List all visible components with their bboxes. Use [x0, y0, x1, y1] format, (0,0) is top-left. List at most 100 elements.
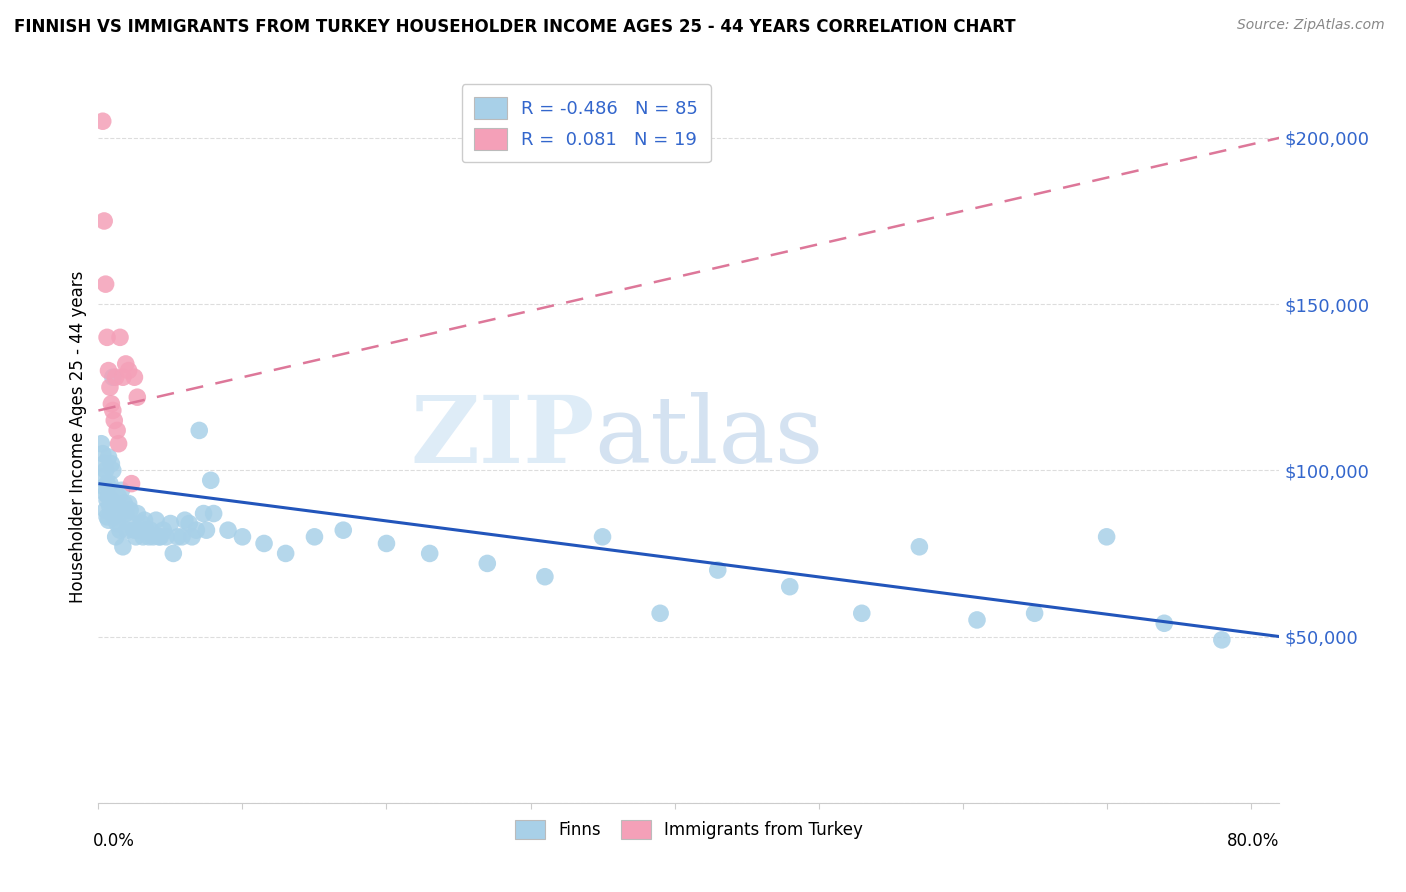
Point — [132, 530, 155, 544]
Point — [118, 363, 141, 377]
Point — [534, 570, 557, 584]
Point — [96, 509, 118, 524]
Point — [97, 450, 120, 464]
Point — [170, 530, 193, 544]
Point — [103, 413, 125, 427]
Point — [125, 530, 148, 544]
Text: atlas: atlas — [595, 392, 824, 482]
Point — [97, 363, 120, 377]
Point — [706, 563, 728, 577]
Text: 80.0%: 80.0% — [1227, 832, 1279, 850]
Point — [231, 530, 253, 544]
Point — [107, 490, 129, 504]
Point — [94, 463, 117, 477]
Point — [186, 523, 208, 537]
Point — [120, 503, 142, 517]
Point — [100, 493, 122, 508]
Text: 0.0%: 0.0% — [93, 832, 135, 850]
Point — [138, 530, 160, 544]
Point — [104, 370, 127, 384]
Point — [97, 513, 120, 527]
Point — [91, 447, 114, 461]
Point — [179, 516, 201, 531]
Point — [93, 480, 115, 494]
Point — [851, 607, 873, 621]
Point — [91, 114, 114, 128]
Point — [103, 509, 125, 524]
Point — [127, 390, 149, 404]
Point — [124, 523, 146, 537]
Point — [1153, 616, 1175, 631]
Point — [253, 536, 276, 550]
Point — [101, 370, 124, 384]
Point — [139, 523, 162, 537]
Point — [107, 436, 129, 450]
Point — [118, 497, 141, 511]
Point — [127, 507, 149, 521]
Point — [375, 536, 398, 550]
Point — [105, 516, 128, 531]
Point — [112, 497, 135, 511]
Point — [1095, 530, 1118, 544]
Point — [193, 507, 215, 521]
Point — [104, 497, 127, 511]
Point — [188, 424, 211, 438]
Point — [104, 530, 127, 544]
Point — [91, 470, 114, 484]
Point — [115, 523, 138, 537]
Point — [96, 330, 118, 344]
Point — [159, 516, 181, 531]
Point — [149, 530, 172, 544]
Point — [93, 214, 115, 228]
Point — [1211, 632, 1233, 647]
Point — [145, 513, 167, 527]
Point — [100, 397, 122, 411]
Point — [94, 277, 117, 292]
Point — [195, 523, 218, 537]
Point — [966, 613, 988, 627]
Point — [908, 540, 931, 554]
Point — [477, 557, 499, 571]
Point — [96, 476, 118, 491]
Point — [128, 523, 150, 537]
Point — [93, 457, 115, 471]
Point — [217, 523, 239, 537]
Point — [108, 507, 131, 521]
Point — [98, 500, 121, 514]
Point — [148, 530, 170, 544]
Point — [96, 493, 118, 508]
Point — [155, 530, 177, 544]
Point — [100, 457, 122, 471]
Point — [181, 530, 204, 544]
Text: Source: ZipAtlas.com: Source: ZipAtlas.com — [1237, 18, 1385, 32]
Point — [98, 476, 121, 491]
Point — [105, 424, 128, 438]
Point — [121, 516, 143, 531]
Legend: Finns, Immigrants from Turkey: Finns, Immigrants from Turkey — [508, 814, 870, 846]
Point — [97, 490, 120, 504]
Point — [779, 580, 801, 594]
Text: ZIP: ZIP — [411, 392, 595, 482]
Point — [111, 370, 134, 384]
Point — [121, 476, 143, 491]
Point — [108, 523, 131, 537]
Y-axis label: Householder Income Ages 25 - 44 years: Householder Income Ages 25 - 44 years — [69, 271, 87, 603]
Point — [94, 503, 117, 517]
Point — [135, 523, 157, 537]
Point — [108, 330, 131, 344]
Point — [152, 523, 174, 537]
Point — [98, 380, 121, 394]
Point — [592, 530, 614, 544]
Point — [101, 403, 124, 417]
Point — [1024, 607, 1046, 621]
Point — [114, 357, 136, 371]
Point — [134, 513, 156, 527]
Point — [94, 486, 117, 500]
Point — [114, 507, 136, 521]
Point — [200, 473, 222, 487]
Text: FINNISH VS IMMIGRANTS FROM TURKEY HOUSEHOLDER INCOME AGES 25 - 44 YEARS CORRELAT: FINNISH VS IMMIGRANTS FROM TURKEY HOUSEH… — [14, 18, 1015, 36]
Point — [101, 463, 124, 477]
Point — [304, 530, 326, 544]
Point — [142, 530, 165, 544]
Point — [166, 530, 188, 544]
